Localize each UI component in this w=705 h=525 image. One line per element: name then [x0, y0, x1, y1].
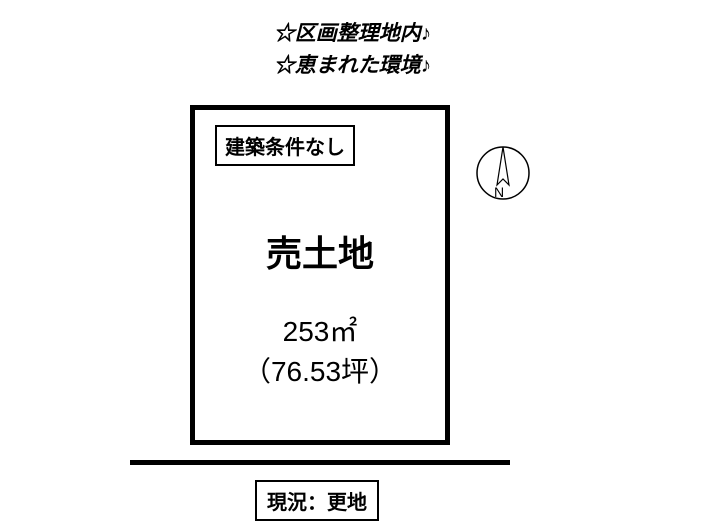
condition-box: 建築条件なし [215, 125, 355, 166]
compass-label: N [494, 184, 504, 200]
header-line-1: ☆区画整理地内♪ [0, 18, 705, 50]
main-title: 売土地 [195, 225, 445, 277]
land-plot-rectangle: 建築条件なし 売土地 253㎡ （76.53坪） [190, 105, 450, 445]
area-tsubo: （76.53坪） [195, 350, 445, 390]
header-line-2: ☆恵まれた環境♪ [0, 50, 705, 82]
area-square-meters: 253㎡ [195, 310, 445, 350]
road-line [130, 460, 510, 465]
status-box: 現況：更地 [255, 480, 379, 521]
